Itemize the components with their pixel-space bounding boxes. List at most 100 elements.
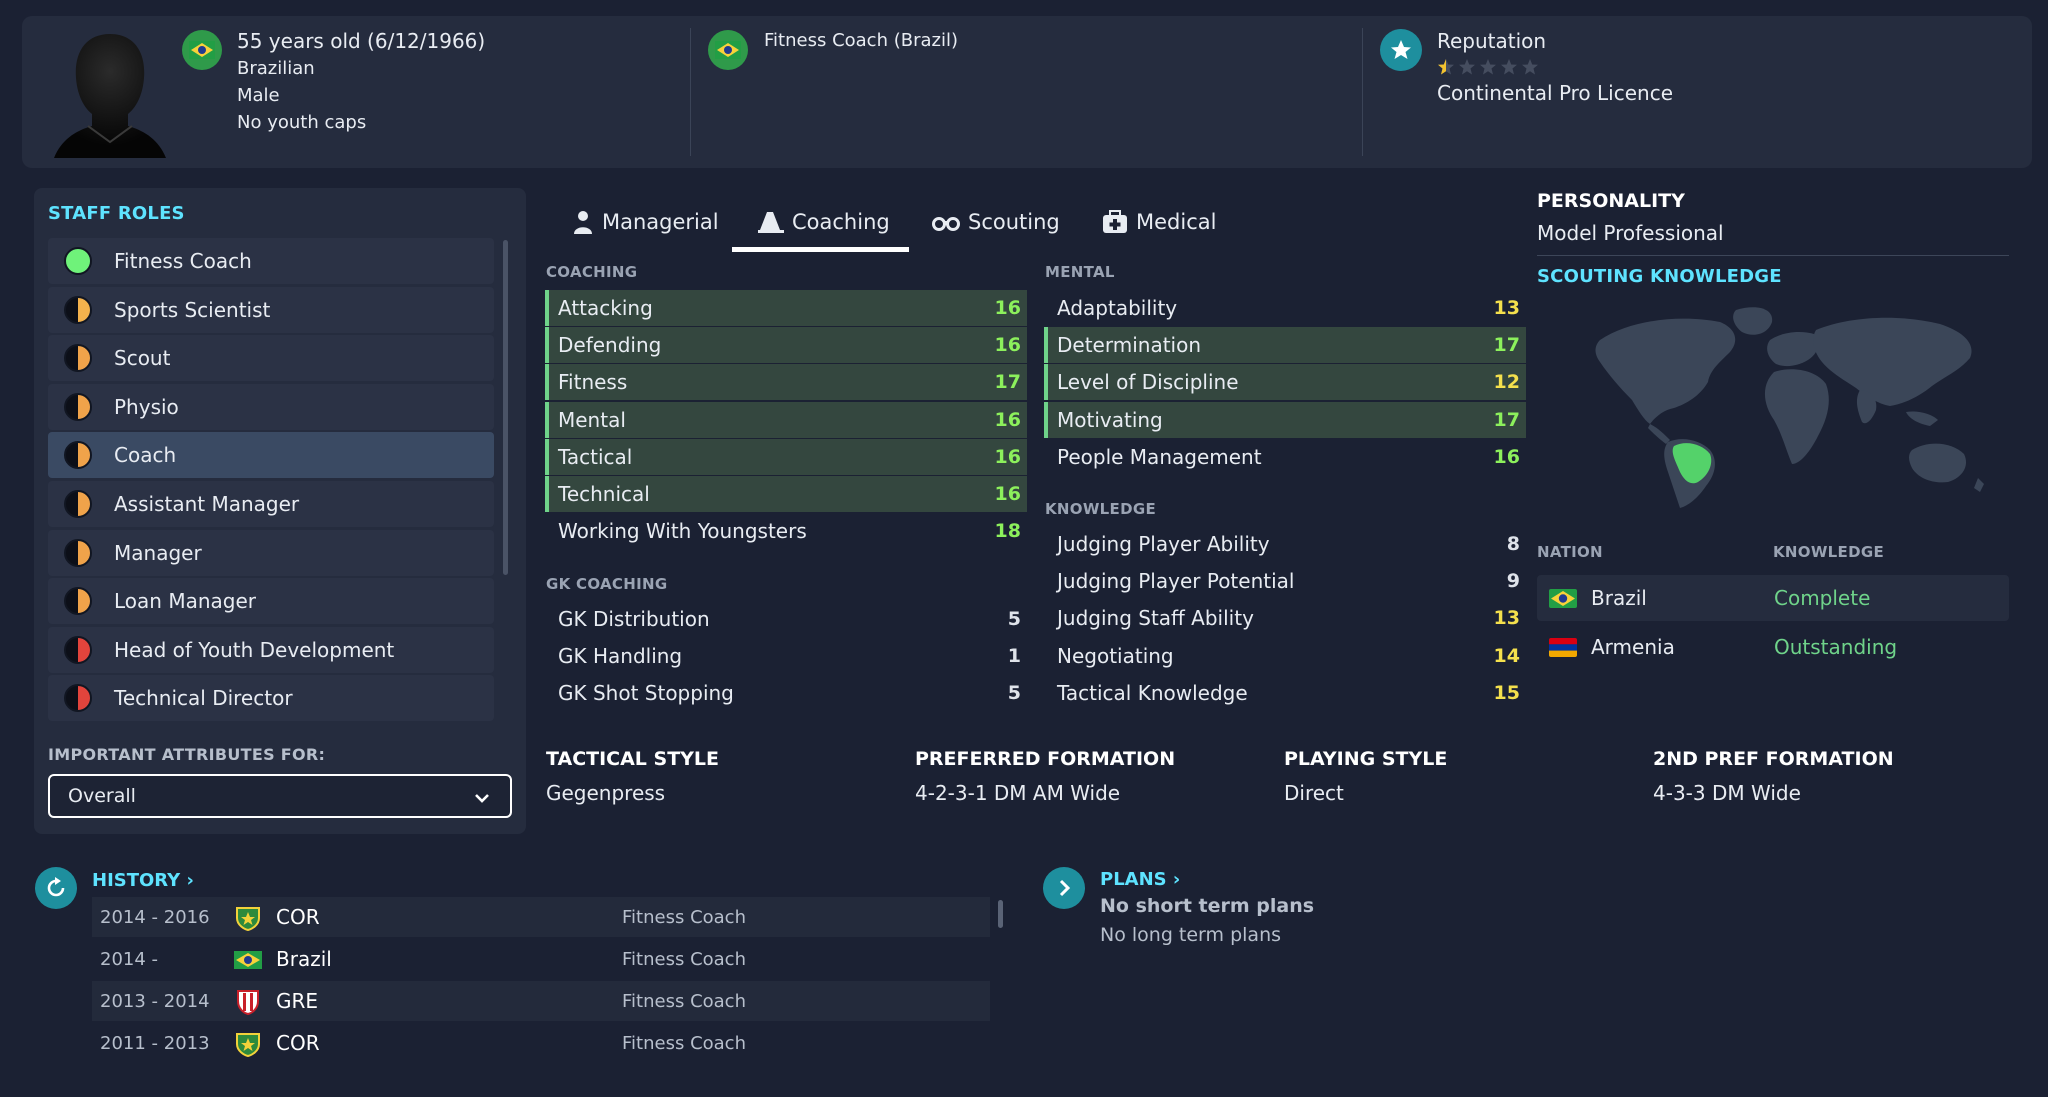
- history-row[interactable]: 2014 - Brazil Fitness Coach: [92, 939, 990, 979]
- attribute-value: 16: [994, 334, 1021, 357]
- attribute-row[interactable]: Adaptability 13: [1044, 290, 1526, 326]
- history-refresh-icon[interactable]: [35, 867, 77, 909]
- gk-coaching-group-title: GK COACHING: [546, 575, 668, 593]
- attribute-value: 17: [1493, 408, 1520, 431]
- attribute-row[interactable]: Attacking 16: [545, 290, 1027, 326]
- important-attributes-label: IMPORTANT ATTRIBUTES FOR:: [48, 745, 326, 764]
- attribute-label: GK Handling: [558, 644, 683, 669]
- profile-header: [22, 16, 2032, 168]
- knowledge-row[interactable]: Armenia Outstanding: [1537, 624, 2009, 670]
- staff-role-row[interactable]: Physio: [48, 383, 494, 430]
- important-attributes-select[interactable]: Overall: [48, 774, 512, 818]
- staff-role-label: Scout: [114, 346, 171, 371]
- attribute-row[interactable]: Judging Staff Ability 13: [1044, 600, 1526, 636]
- staff-role-row[interactable]: Assistant Manager: [48, 481, 494, 527]
- attribute-row[interactable]: GK Shot Stopping 5: [545, 675, 1027, 711]
- reputation-star-icon: [1438, 59, 1454, 75]
- attribute-row[interactable]: Motivating 17: [1044, 401, 1526, 438]
- role-rating-icon: [64, 538, 92, 567]
- tab-managerial[interactable]: Managerial: [572, 200, 719, 244]
- staff-role-row[interactable]: Fitness Coach: [48, 238, 494, 284]
- staff-role-row[interactable]: Scout: [48, 335, 494, 382]
- plans-chevron-icon[interactable]: [1043, 867, 1085, 909]
- chevron-down-icon: [475, 794, 489, 803]
- mental-group-title: MENTAL: [1045, 263, 1115, 281]
- brazil-flag-icon: [234, 951, 262, 969]
- attribute-row[interactable]: Tactical 16: [545, 438, 1027, 475]
- role-rating-icon: [64, 392, 92, 421]
- staff-roles-title: STAFF ROLES: [48, 203, 185, 224]
- attribute-label: Tactical: [558, 444, 633, 469]
- attribute-value: 16: [994, 297, 1021, 319]
- role-rating-icon: [64, 684, 92, 713]
- history-row[interactable]: 2014 - 2016 COR Fitness Coach: [92, 897, 990, 937]
- attribute-row[interactable]: Level of Discipline 12: [1044, 364, 1526, 401]
- knowledge-group-title: KNOWLEDGE: [1045, 500, 1156, 518]
- attribute-row[interactable]: Fitness 17: [545, 364, 1027, 401]
- history-row[interactable]: 2011 - 2013 COR Fitness Coach: [92, 1023, 990, 1063]
- attribute-row[interactable]: GK Distribution 5: [545, 601, 1027, 637]
- roles-scrollbar[interactable]: [503, 240, 508, 575]
- tab-coaching[interactable]: Coaching: [758, 200, 890, 244]
- header-divider: [690, 28, 691, 156]
- attribute-row[interactable]: People Management 16: [1044, 439, 1526, 475]
- plans-title: PLANS: [1100, 869, 1167, 890]
- attribute-label: Judging Staff Ability: [1057, 606, 1254, 631]
- cone-icon: [758, 212, 784, 233]
- attribute-label: Fitness: [558, 370, 628, 395]
- staff-role-row[interactable]: Head of Youth Development: [48, 626, 494, 673]
- age-line: 55 years old (6/12/1966): [237, 29, 486, 53]
- history-role: Fitness Coach: [622, 990, 746, 1012]
- attribute-label: Level of Discipline: [1057, 370, 1239, 395]
- role-rating-icon: [64, 490, 92, 518]
- plans-link[interactable]: PLANS ›: [1100, 869, 1180, 890]
- staff-role-row[interactable]: Manager: [48, 529, 494, 576]
- cor-badge-icon: [236, 1033, 260, 1057]
- history-row[interactable]: 2013 - 2014 GRE Fitness Coach: [92, 981, 990, 1021]
- reputation-star-icon: [1459, 59, 1475, 75]
- staff-role-row[interactable]: Coach: [48, 432, 494, 479]
- attribute-row[interactable]: Working With Youngsters 18: [545, 513, 1027, 549]
- staff-role-label: Manager: [114, 540, 202, 565]
- history-link[interactable]: HISTORY ›: [92, 870, 194, 891]
- staff-role-row[interactable]: Sports Scientist: [48, 286, 494, 333]
- active-tab-indicator: [732, 247, 909, 252]
- attribute-row[interactable]: Mental 16: [545, 401, 1027, 438]
- attribute-row[interactable]: Defending 16: [545, 327, 1027, 364]
- knowledge-row[interactable]: Brazil Complete: [1537, 575, 2009, 621]
- staff-role-row[interactable]: Loan Manager: [48, 578, 494, 625]
- playing-style-heading: PLAYING STYLE: [1284, 748, 1448, 770]
- cor-badge-icon: [236, 907, 260, 931]
- attribute-value: 16: [994, 408, 1021, 431]
- personality-value: Model Professional: [1537, 221, 1724, 245]
- staff-role-row[interactable]: Technical Director: [48, 675, 494, 722]
- history-years: 2013 - 2014: [100, 990, 210, 1012]
- reputation-label: Reputation: [1437, 29, 1547, 53]
- nation-name: Armenia: [1591, 635, 1675, 659]
- second-formation-value: 4-3-3 DM Wide: [1653, 781, 1801, 805]
- binoculars-icon: [932, 217, 960, 231]
- attribute-row[interactable]: Tactical Knowledge 15: [1044, 675, 1526, 711]
- knowledge-level: Complete: [1774, 586, 1871, 610]
- attribute-row[interactable]: Judging Player Potential 9: [1044, 563, 1526, 599]
- tab-medical[interactable]: Medical: [1102, 200, 1216, 244]
- tactical-style-value: Gegenpress: [546, 781, 666, 805]
- history-club: Brazil: [276, 947, 332, 971]
- attribute-row[interactable]: Determination 17: [1044, 327, 1526, 364]
- attribute-row[interactable]: Technical 16: [545, 476, 1027, 512]
- attribute-value: 1: [1007, 645, 1021, 668]
- role-rating-icon: [64, 344, 92, 373]
- attribute-row[interactable]: Negotiating 14: [1044, 638, 1526, 674]
- attribute-label: Attacking: [558, 296, 653, 320]
- staff-role-label: Loan Manager: [114, 589, 256, 614]
- attribute-value: 17: [994, 371, 1021, 394]
- history-scrollbar[interactable]: [998, 900, 1003, 928]
- tab-scouting[interactable]: Scouting: [932, 200, 1060, 244]
- attribute-row[interactable]: Judging Player Ability 8: [1044, 526, 1526, 562]
- attribute-row[interactable]: GK Handling 1: [545, 638, 1027, 674]
- attribute-label: Negotiating: [1057, 643, 1174, 668]
- attribute-value: 16: [994, 445, 1021, 468]
- attribute-label: Defending: [558, 333, 662, 358]
- tab-medical-label: Medical: [1136, 210, 1217, 234]
- role-rating-icon: [64, 441, 92, 470]
